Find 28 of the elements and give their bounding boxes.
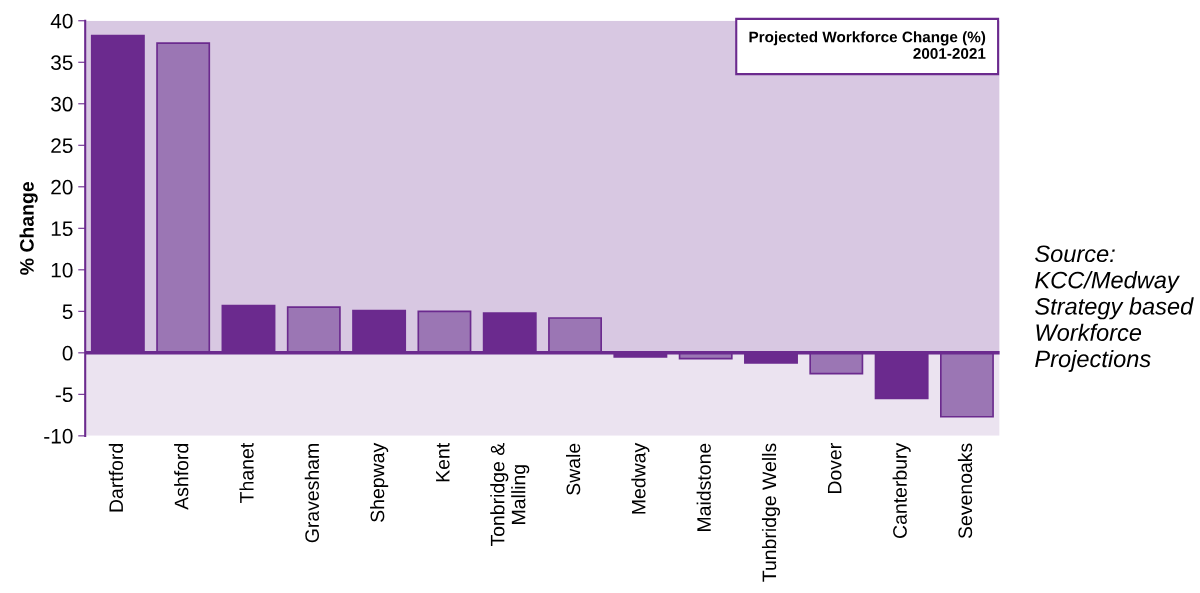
x-tick-label: Tonbridge & Malling: [490, 443, 530, 547]
x-tick-label: Canterbury: [892, 442, 911, 538]
x-tick-label: Tunbridge Wells: [761, 443, 781, 582]
x-tick-label: Kent: [436, 442, 450, 482]
x-tick-label: Ashford: [174, 444, 189, 510]
text: Projected Workforce Change (%) 2001-2021: [749, 31, 986, 59]
y-tick-label: -10: [44, 428, 73, 444]
x-tick-label: Thanet: [239, 442, 254, 503]
y-tick-label: 0: [62, 345, 73, 361]
y-tick-label: 25: [51, 138, 73, 154]
y-tick-label: 40: [50, 13, 73, 29]
y-tick-label: 30: [51, 96, 73, 112]
x-tick-label: Medway: [631, 442, 650, 514]
x-tick-label: Maidstone: [696, 443, 711, 531]
y-tick-label: 10: [51, 262, 73, 278]
y-tick-label: 35: [51, 55, 73, 71]
source-note: Source: KCC/Medway Strategy based Workforce Projections: [1035, 245, 1194, 372]
y-tick-label: -5: [55, 387, 73, 403]
x-tick-label: Dartford: [108, 444, 124, 512]
x-tick-label: Shepway: [370, 442, 389, 522]
x-tick-label: Swale: [565, 443, 581, 495]
x-tick-label: Dover: [827, 443, 842, 494]
x-tick-label: Sevenoaks: [957, 443, 973, 539]
y-axis-title: % Change: [19, 181, 38, 275]
y-tick-label: 20: [51, 179, 73, 195]
y-tick-label: 15: [51, 221, 73, 237]
x-tick-label: Gravesham: [304, 444, 320, 543]
y-tick-label: 5: [62, 304, 73, 320]
